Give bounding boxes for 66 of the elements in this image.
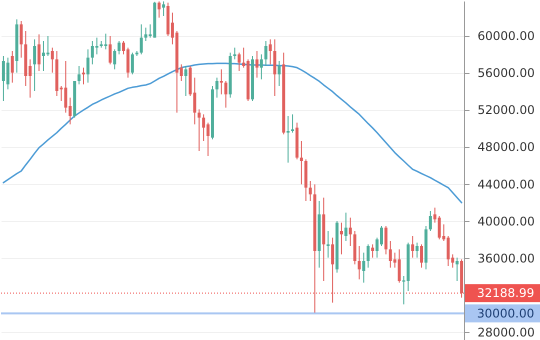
candlestick bbox=[411, 236, 414, 258]
candlestick bbox=[456, 257, 459, 282]
candlestick bbox=[184, 66, 188, 96]
ref-line-label: 32188.99 bbox=[477, 286, 534, 300]
candlestick bbox=[20, 20, 23, 58]
candlestick bbox=[446, 236, 450, 266]
candlestick bbox=[118, 40, 121, 55]
candlestick bbox=[398, 248, 401, 284]
candlestick bbox=[46, 36, 50, 56]
candlestick bbox=[104, 33, 108, 50]
y-tick-label: 44000.00 bbox=[478, 177, 535, 192]
candlestick bbox=[331, 237, 334, 304]
candlestick bbox=[50, 47, 54, 74]
candlestick bbox=[158, 0, 161, 18]
y-tick-label: 36000.00 bbox=[478, 251, 535, 266]
candlestick bbox=[268, 38, 272, 65]
candlestick bbox=[255, 50, 258, 78]
candlestick bbox=[95, 37, 98, 55]
candlestick bbox=[144, 27, 148, 42]
candlestick bbox=[130, 52, 134, 75]
candlestick bbox=[233, 47, 236, 60]
candlestick bbox=[416, 242, 419, 258]
candlestick bbox=[358, 246, 361, 280]
candlestick bbox=[348, 217, 352, 246]
candlestick bbox=[113, 48, 116, 70]
candlestick bbox=[300, 140, 303, 185]
candlestick bbox=[260, 54, 263, 80]
candlestick bbox=[384, 226, 388, 255]
candlestick bbox=[238, 52, 241, 72]
y-tick-label: 56000.00 bbox=[478, 66, 535, 80]
candlestick bbox=[224, 80, 228, 108]
candlestick bbox=[162, 0, 166, 16]
candlestick bbox=[202, 114, 206, 142]
candlestick bbox=[264, 40, 268, 66]
candlestick bbox=[33, 38, 36, 92]
candlestick bbox=[82, 67, 86, 85]
candlestick bbox=[220, 68, 223, 95]
candlestick bbox=[344, 212, 348, 242]
candlestick bbox=[278, 60, 281, 86]
candlestick bbox=[428, 210, 432, 232]
candlestick bbox=[291, 114, 294, 134]
candlestick bbox=[108, 36, 112, 65]
candlestick bbox=[10, 50, 14, 84]
candlestick bbox=[326, 230, 330, 258]
candlestick bbox=[420, 244, 424, 268]
ref-line-label: 30000.00 bbox=[477, 306, 534, 320]
candlestick bbox=[340, 222, 343, 255]
candlestick bbox=[366, 244, 370, 268]
candlestick bbox=[371, 244, 374, 258]
candlestick bbox=[6, 57, 10, 90]
y-tick-label: 48000.00 bbox=[478, 140, 535, 154]
candlestick bbox=[198, 108, 201, 152]
candlestick bbox=[362, 252, 366, 284]
candlestick bbox=[308, 180, 312, 202]
y-tick-label: 40000.00 bbox=[478, 214, 535, 228]
candlestick bbox=[140, 24, 143, 55]
candlestick bbox=[273, 38, 276, 96]
candlestick bbox=[78, 66, 81, 85]
candlestick bbox=[86, 48, 90, 84]
candlestick bbox=[64, 60, 68, 114]
y-tick-label: 60000.00 bbox=[478, 29, 535, 44]
candlestick bbox=[38, 34, 41, 72]
candlestick bbox=[286, 116, 290, 164]
y-tick-label: 52000.00 bbox=[478, 103, 535, 118]
candlestick bbox=[215, 77, 218, 98]
y-tick-label: 28000.00 bbox=[478, 325, 535, 340]
